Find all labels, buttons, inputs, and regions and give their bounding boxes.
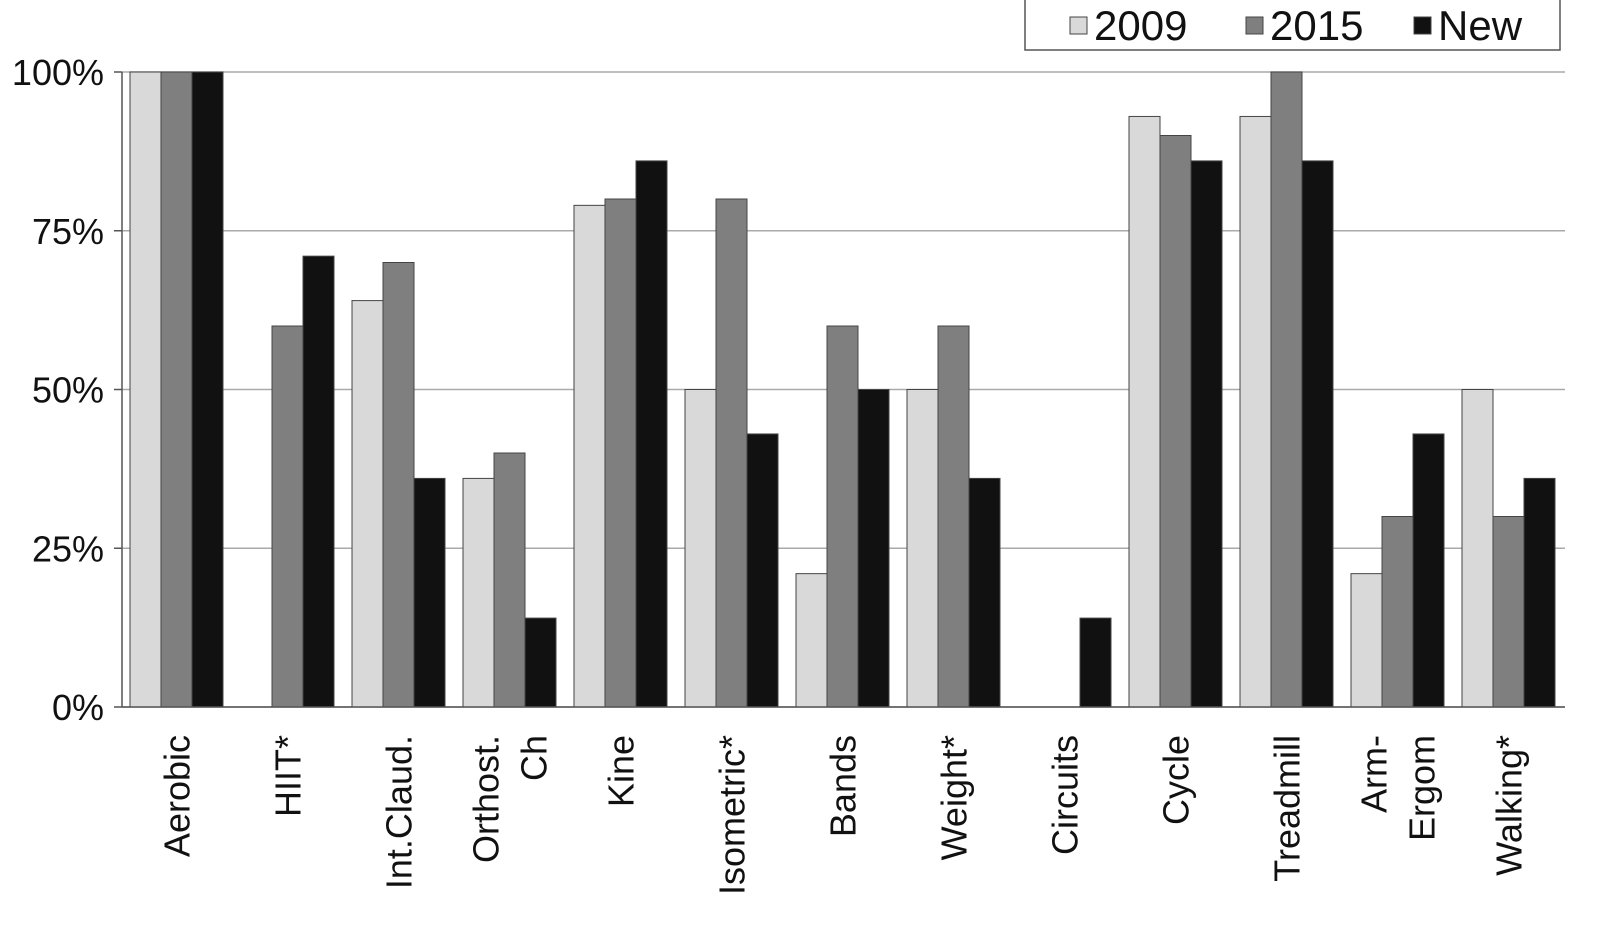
x-tick-label: Orthost.	[466, 735, 507, 863]
x-tick-label: Kine	[601, 735, 642, 807]
y-tick-label: 100%	[12, 52, 104, 93]
bar	[573, 204, 606, 708]
bar	[635, 160, 668, 708]
bar	[826, 325, 859, 708]
bar	[191, 71, 224, 708]
x-tick-label: Circuits	[1045, 735, 1086, 855]
x-tick-label: Cycle	[1156, 735, 1197, 825]
bar	[1301, 160, 1334, 708]
bar	[129, 71, 162, 708]
bar	[1159, 135, 1192, 708]
bar	[746, 433, 779, 708]
x-tick-label: Treadmill	[1267, 735, 1308, 882]
x-tick-label: Arm-	[1354, 735, 1395, 813]
x-tick-label: HIIT*	[268, 735, 309, 817]
bar	[1381, 516, 1414, 708]
bar	[351, 300, 384, 708]
bar	[524, 617, 557, 708]
bar	[382, 262, 415, 708]
y-tick-label: 0%	[52, 687, 104, 728]
legend-swatch	[1245, 16, 1264, 35]
x-tick-label: Isometric*	[712, 735, 753, 895]
legend-box	[1024, 0, 1561, 51]
bar	[1079, 617, 1112, 708]
x-tick-label: Walking*	[1489, 735, 1530, 876]
legend-label: New	[1438, 2, 1523, 49]
bar	[302, 255, 335, 708]
bar	[462, 477, 495, 708]
bar	[968, 477, 1001, 708]
bar	[684, 389, 717, 708]
bar	[1412, 433, 1445, 708]
y-tick-label: 50%	[32, 370, 104, 411]
legend-swatch	[1069, 16, 1088, 35]
bar	[271, 325, 304, 708]
legend-label: 2009	[1094, 2, 1187, 49]
y-tick-label: 75%	[32, 211, 104, 252]
bar	[1190, 160, 1223, 708]
bar	[1492, 516, 1525, 708]
x-tick-label: Ergom	[1402, 735, 1443, 841]
legend-label: 2015	[1270, 2, 1363, 49]
legend-swatch	[1413, 16, 1432, 35]
bar	[937, 325, 970, 708]
bar	[1350, 573, 1383, 708]
bar	[1523, 477, 1556, 708]
bar	[1270, 71, 1303, 708]
x-tick-label: Aerobic	[157, 735, 198, 857]
bar	[1239, 115, 1272, 708]
x-tick-label: Bands	[823, 735, 864, 837]
bar	[604, 198, 637, 708]
bar	[715, 198, 748, 708]
x-tick-label: Weight*	[934, 735, 975, 860]
bar	[795, 573, 828, 708]
y-tick-label: 25%	[32, 528, 104, 569]
bar	[1128, 115, 1161, 708]
bar	[493, 452, 526, 708]
bar	[413, 477, 446, 708]
x-tick-label: Int.Claud.	[379, 735, 420, 889]
bar	[857, 389, 890, 708]
x-tick-label: Ch	[514, 735, 555, 781]
bar	[906, 389, 939, 708]
bar	[160, 71, 193, 708]
bar	[1461, 389, 1494, 708]
